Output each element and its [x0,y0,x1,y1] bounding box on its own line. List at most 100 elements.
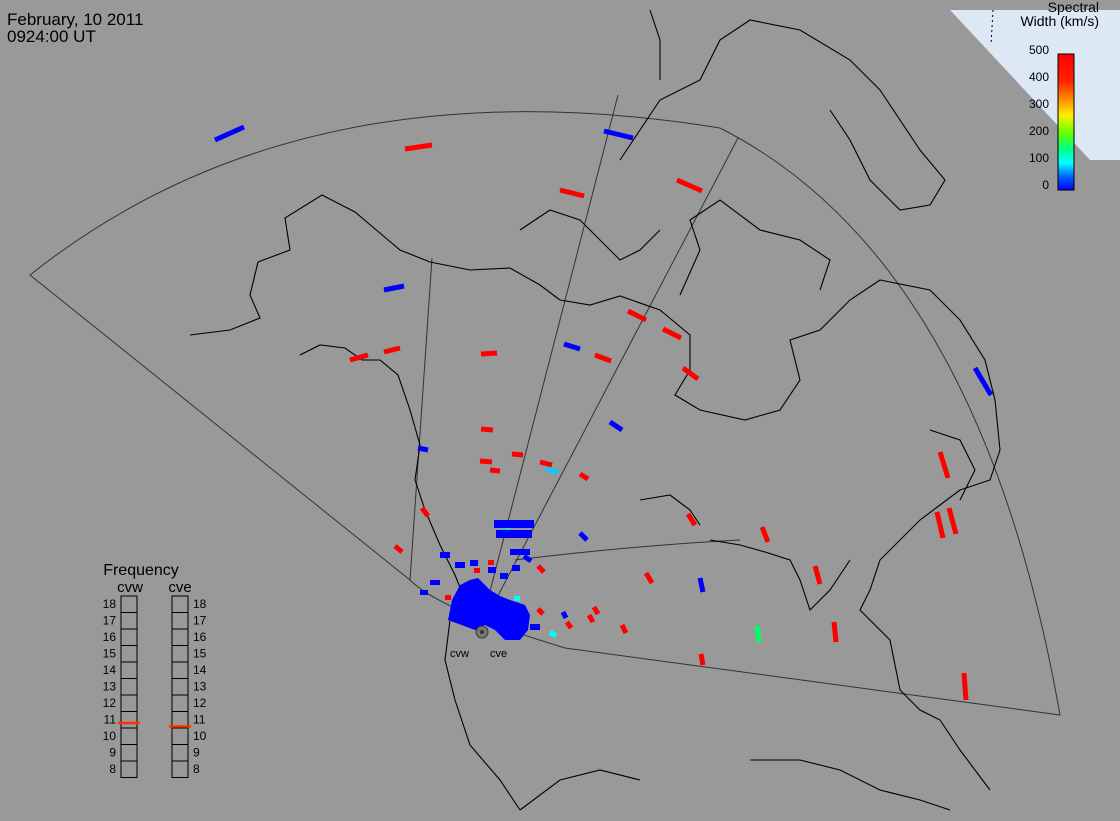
near-range-scatter [420,520,540,640]
frequency-level-label: 18 [193,597,207,611]
frequency-level-label: 17 [193,614,207,628]
scatter-cell [661,326,683,341]
colorbar-ticks: 500 400 300 200 100 0 [1029,43,1049,192]
frequency-level-label: 14 [193,663,207,677]
scatter-cell [480,350,498,357]
scatter-cell [404,142,433,152]
scatter-cell [349,352,369,363]
scatter-cell [946,507,959,535]
colorbar-tick-label: 0 [1042,178,1049,192]
scatter-cell [536,607,545,616]
coastlines [189,9,1001,811]
frequency-level-label: 15 [103,647,117,661]
radar-label-east: cve [490,648,507,660]
scatter-cell [591,605,601,616]
frequency-level-label: 12 [103,696,117,710]
scatter-cell [511,451,524,458]
scatter-cell [681,365,700,382]
frequency-title: Frequency [103,562,179,579]
colorbar-scale [1057,53,1075,191]
frequency-level-label: 8 [193,762,200,776]
scatter-cell [697,577,706,593]
frequency-panel: Frequency cvw cve 18 17 16 15 14 13 12 11 10 9 8 1… [103,562,207,778]
colorbar-tick-label: 100 [1029,151,1049,165]
scatter-cell [417,445,429,453]
scatter-cell [972,366,994,397]
colorbar-tick-label: 200 [1029,124,1049,138]
colorbar-title-line1: Spectral [1048,0,1099,15]
scatter-cell [586,613,596,624]
daylight-terminator [950,10,1120,160]
colorbar-title-line2: Width (km/s) [1020,13,1099,29]
scatter-cell [560,610,569,620]
frequency-column-cvw: 18 17 16 15 14 13 12 11 10 9 8 [103,595,140,778]
frequency-level-label: 16 [103,630,117,644]
scatter-cell [480,426,494,433]
scatter-cell [213,124,246,143]
scatter-cell [619,623,629,635]
scatter-cell [564,620,574,630]
scatter-cell [594,352,612,364]
frequency-level-label: 10 [103,729,117,743]
scatter-cell [559,187,585,199]
scatter-cell [831,621,839,643]
near-range-cell-red [445,595,451,600]
frequency-level-label: 13 [193,680,207,694]
scatter-cell [643,571,655,585]
frequency-level-label: 11 [104,713,117,727]
scatter-cell [937,451,951,479]
near-range-cell-red [488,560,494,565]
frequency-level-label: 18 [103,597,117,611]
frequency-level-label: 9 [193,746,200,760]
frequency-level-label: 11 [193,713,206,727]
scatter-cell [545,466,559,475]
scatter-cell [383,283,405,293]
time-label: 0924:00 UT [7,27,96,46]
scatter-cell [578,531,589,542]
scatter-cell [548,629,558,639]
frequency-column-cve: 18 17 16 15 14 13 12 11 10 9 8 [169,595,207,778]
scatter-cell [393,544,404,554]
frequency-level-label: 10 [193,729,207,743]
frequency-level-label: 13 [103,680,117,694]
scatter-cell [489,467,501,474]
scatter-cell [626,308,648,323]
scatter-cell [479,458,493,465]
scatter-cell [812,565,823,585]
frequency-level-label: 12 [193,696,207,710]
frequency-radar-right: cve [168,579,191,596]
frequency-level-label: 14 [103,663,117,677]
scatter-cell [934,511,946,539]
scatter-cell [539,459,553,468]
scatter-cell [698,653,706,666]
frequency-level-label: 16 [193,630,207,644]
scatter-cell [536,564,546,574]
near-range-cell-cyan [514,596,520,601]
scatter-cell [608,419,624,433]
frequency-radar-left: cvw [117,579,143,596]
scatter-cell [522,553,533,564]
scatter-cell [383,345,401,355]
colorbar: Spectral Width (km/s) 500 400 300 200 100 0 [1020,0,1099,192]
colorbar-tick-label: 500 [1029,43,1049,57]
frequency-level-label: 15 [193,647,207,661]
near-range-cell-red [474,568,480,573]
radar-site-center [480,630,484,634]
terminator-dash [990,9,994,46]
scatter-cell [578,471,590,482]
frequency-level-label: 9 [109,746,116,760]
colorbar-tick-label: 400 [1029,70,1049,84]
scatter-cell [675,177,704,194]
scatter-cell [563,341,581,352]
scatter-cells [213,124,994,701]
frequency-box [120,595,138,778]
scatter-cell [759,526,771,543]
scatter-cell [754,625,762,643]
colorbar-tick-label: 300 [1029,97,1049,111]
scatter-cell [420,506,430,518]
scatter-cell [603,128,634,141]
scatter-cell [961,672,969,701]
frequency-level-label: 8 [109,762,116,776]
fov-outline [29,94,1061,716]
